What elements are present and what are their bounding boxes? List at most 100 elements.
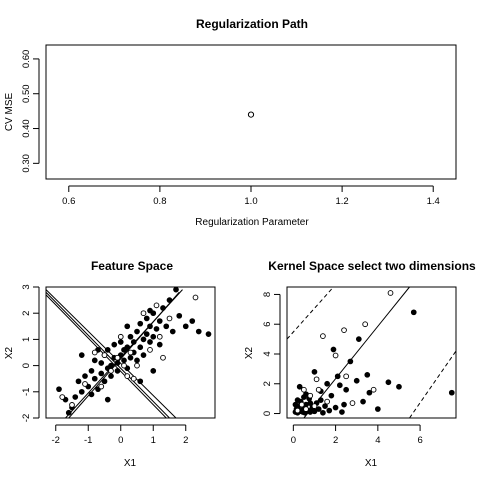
y-tick-label: 2 xyxy=(21,311,32,316)
filled-point xyxy=(88,367,95,374)
filled-point xyxy=(166,297,173,303)
y-tick-label: 0 xyxy=(21,363,32,368)
panel3-points xyxy=(292,290,455,416)
panel3-xlabel: X1 xyxy=(365,458,378,469)
filled-point xyxy=(150,367,157,374)
y-tick-label: 1 xyxy=(21,337,32,342)
y-tick-label: 3 xyxy=(21,284,32,289)
open-point xyxy=(117,333,124,340)
filled-point xyxy=(124,344,131,351)
boundary-line xyxy=(45,289,177,419)
filled-point xyxy=(347,358,354,365)
filled-point xyxy=(124,323,131,330)
filled-point xyxy=(134,328,140,335)
filled-point xyxy=(334,373,341,380)
filled-point xyxy=(91,375,98,382)
y-tick-label: 4 xyxy=(262,351,273,356)
y-tick-label: 0 xyxy=(262,411,273,416)
filled-point xyxy=(320,409,326,416)
filled-point xyxy=(114,360,121,366)
filled-point xyxy=(143,315,150,322)
x-tick-label: 1.4 xyxy=(427,196,440,207)
open-point xyxy=(98,383,105,390)
filled-point xyxy=(134,357,140,364)
panel2-xlabel: X1 xyxy=(124,458,137,469)
x-tick-label: 2 xyxy=(333,435,338,446)
open-point xyxy=(140,310,147,317)
filled-point xyxy=(353,377,360,384)
filled-point xyxy=(448,389,455,396)
open-point xyxy=(101,352,108,358)
filled-point xyxy=(147,323,153,330)
open-point xyxy=(313,376,320,383)
filled-point xyxy=(140,352,147,358)
filled-point xyxy=(324,380,330,387)
filled-point xyxy=(114,367,121,374)
open-point xyxy=(108,367,114,374)
filled-point xyxy=(315,406,322,412)
x-tick-label: -1 xyxy=(84,435,92,446)
filled-point xyxy=(98,360,105,366)
panel3-title: Kernel Space select two dimensions xyxy=(268,259,476,273)
open-point xyxy=(130,375,137,382)
open-point xyxy=(307,392,314,399)
x-tick-label: 1.2 xyxy=(336,196,349,207)
open-point xyxy=(320,333,326,339)
filled-point xyxy=(137,344,144,351)
filled-point xyxy=(147,307,153,314)
open-point xyxy=(153,302,160,309)
filled-point xyxy=(169,328,176,335)
filled-point xyxy=(396,383,402,390)
panel1-ticks: 0.6 0.8 1.0 1.2 1.4 0.30 0.40 0.50 0.60 xyxy=(21,50,440,207)
filled-point xyxy=(322,403,328,409)
filled-point xyxy=(330,346,337,353)
open-point xyxy=(166,315,173,322)
open-point xyxy=(387,290,394,296)
open-point xyxy=(370,386,377,393)
open-point xyxy=(127,349,134,356)
y-tick-label: 0.40 xyxy=(21,119,32,138)
filled-point xyxy=(410,309,417,316)
filled-point xyxy=(301,394,307,401)
open-point xyxy=(349,400,356,406)
panel1-points xyxy=(247,111,255,118)
open-point xyxy=(124,373,131,379)
x-tick-label: 4 xyxy=(375,435,380,446)
filled-point xyxy=(108,362,114,369)
filled-point xyxy=(366,389,373,396)
panel2-ticks: -2 -1 0 1 2 -2 -1 0 1 2 3 xyxy=(21,284,188,446)
filled-point xyxy=(317,397,324,403)
filled-point xyxy=(117,339,124,345)
kernel-space-panel: Kernel Space select two dimensions 0 2 4 60… xyxy=(244,259,476,469)
open-point xyxy=(311,403,318,409)
filled-point xyxy=(72,394,79,400)
open-point xyxy=(121,362,127,369)
filled-point xyxy=(292,401,299,408)
open-point xyxy=(362,321,369,328)
filled-point xyxy=(156,341,163,348)
panel2-title: Feature Space xyxy=(91,259,173,273)
filled-point xyxy=(160,305,166,311)
open-point xyxy=(303,406,309,412)
boundary-line xyxy=(68,291,180,419)
y-tick-label: 8 xyxy=(262,292,273,297)
filled-point xyxy=(127,333,134,340)
filled-point xyxy=(336,382,343,389)
x-tick-label: -2 xyxy=(52,435,60,446)
filled-point xyxy=(311,369,318,375)
panel3-ylabel: X2 xyxy=(244,346,255,359)
filled-point xyxy=(385,379,392,386)
filled-point xyxy=(137,378,144,385)
x-tick-label: 0 xyxy=(118,435,123,446)
filled-point xyxy=(108,373,114,379)
open-point xyxy=(343,373,350,380)
open-point xyxy=(332,352,339,359)
open-point xyxy=(69,402,75,408)
y-tick-label: 0.50 xyxy=(21,84,32,103)
filled-point xyxy=(173,286,179,293)
filled-point xyxy=(307,400,314,406)
open-point xyxy=(341,327,347,334)
filled-point xyxy=(130,339,137,345)
filled-point xyxy=(147,339,153,345)
